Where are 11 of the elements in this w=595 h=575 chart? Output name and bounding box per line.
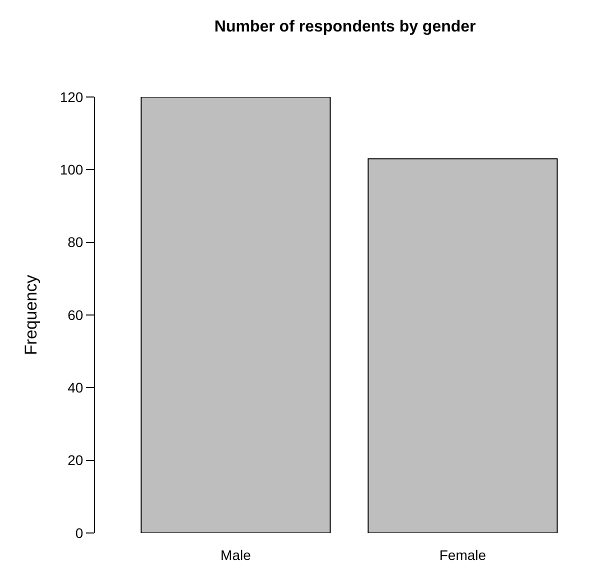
y-tick-label: 100 (60, 162, 84, 178)
x-tick-label: Male (220, 547, 252, 563)
y-tick-label: 0 (75, 524, 84, 541)
y-tick-label: 120 (60, 88, 84, 105)
y-axis-title: Frequency (21, 274, 40, 356)
chart-title: Number of respondents by gender (214, 18, 476, 36)
y-tick-label: 60 (68, 306, 84, 323)
y-tick-label: 40 (68, 380, 84, 396)
y-tick-label: 80 (68, 234, 84, 250)
y-tick-label: 20 (68, 452, 84, 468)
x-tick-label: Female (439, 547, 486, 563)
